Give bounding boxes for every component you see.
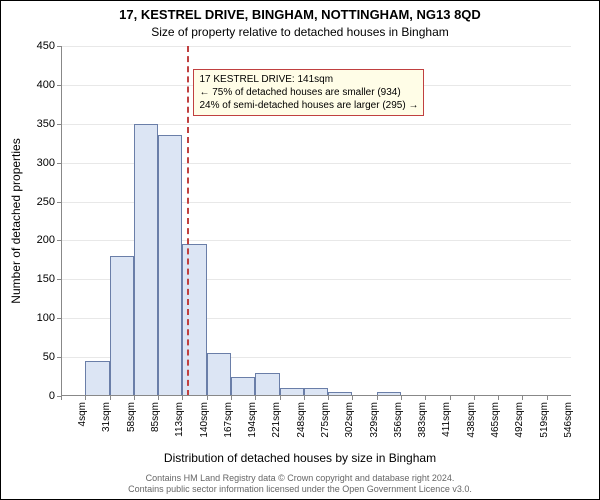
chart-container: 17, KESTREL DRIVE, BINGHAM, NOTTINGHAM, …	[0, 0, 600, 500]
y-tick-label: 450	[15, 40, 55, 52]
x-tick-label: 85sqm	[150, 402, 161, 432]
x-tick-label: 411sqm	[441, 402, 452, 437]
histogram-bar	[207, 353, 231, 396]
x-tick-mark	[280, 396, 281, 400]
x-tick-label: 248sqm	[296, 402, 307, 438]
x-tick-label: 329sqm	[369, 402, 380, 438]
histogram-bar	[134, 124, 158, 396]
x-tick-label: 302sqm	[344, 402, 355, 438]
annotation-box: 17 KESTREL DRIVE: 141sqm← 75% of detache…	[193, 69, 424, 116]
x-tick-label: 221sqm	[271, 402, 282, 438]
x-tick-mark	[352, 396, 353, 400]
y-tick-label: 250	[15, 196, 55, 208]
x-tick-mark	[522, 396, 523, 400]
annotation-line: 24% of semi-detached houses are larger (…	[199, 99, 418, 112]
x-tick-label: 519sqm	[539, 402, 550, 438]
x-tick-label: 4sqm	[77, 402, 88, 426]
x-axis-line	[61, 395, 571, 396]
histogram-bar	[158, 135, 182, 396]
y-axis-line	[61, 46, 62, 396]
x-tick-mark	[182, 396, 183, 400]
x-tick-mark	[231, 396, 232, 400]
x-tick-label: 438sqm	[466, 402, 477, 438]
histogram-bar	[231, 377, 255, 396]
y-tick-label: 200	[15, 234, 55, 246]
footer-line-1: Contains HM Land Registry data © Crown c…	[1, 473, 599, 484]
y-tick-label: 150	[15, 273, 55, 285]
x-tick-label: 383sqm	[417, 402, 428, 438]
x-tick-mark	[61, 396, 62, 400]
histogram-bar	[110, 256, 134, 396]
x-tick-label: 356sqm	[393, 402, 404, 438]
histogram-bar	[182, 244, 206, 396]
x-tick-mark	[207, 396, 208, 400]
plot-area: 0501001502002503003504004504sqm31sqm58sq…	[61, 46, 571, 396]
x-tick-label: 492sqm	[514, 402, 525, 438]
x-tick-label: 140sqm	[199, 402, 210, 438]
x-tick-mark	[304, 396, 305, 400]
x-tick-mark	[498, 396, 499, 400]
histogram-bar	[255, 373, 279, 396]
x-tick-label: 167sqm	[223, 402, 234, 438]
reference-line	[187, 46, 189, 396]
y-tick-label: 100	[15, 312, 55, 324]
x-tick-mark	[547, 396, 548, 400]
y-tick-label: 400	[15, 79, 55, 91]
attribution-footer: Contains HM Land Registry data © Crown c…	[1, 473, 599, 495]
y-tick-label: 350	[15, 118, 55, 130]
chart-title-sub: Size of property relative to detached ho…	[1, 25, 599, 39]
x-tick-mark	[425, 396, 426, 400]
x-axis-label: Distribution of detached houses by size …	[1, 451, 599, 465]
x-tick-label: 31sqm	[101, 402, 112, 432]
annotation-line: ← 75% of detached houses are smaller (93…	[199, 86, 418, 99]
footer-line-2: Contains public sector information licen…	[1, 484, 599, 495]
annotation-line: 17 KESTREL DRIVE: 141sqm	[199, 73, 418, 86]
x-tick-mark	[377, 396, 378, 400]
x-tick-mark	[255, 396, 256, 400]
x-tick-mark	[158, 396, 159, 400]
x-tick-label: 465sqm	[490, 402, 501, 438]
histogram-bar	[85, 361, 109, 396]
x-tick-label: 113sqm	[174, 402, 185, 437]
x-tick-mark	[134, 396, 135, 400]
x-tick-mark	[85, 396, 86, 400]
x-tick-label: 58sqm	[126, 402, 137, 432]
x-tick-label: 546sqm	[563, 402, 574, 438]
y-tick-label: 300	[15, 157, 55, 169]
x-tick-mark	[328, 396, 329, 400]
x-tick-mark	[401, 396, 402, 400]
x-tick-mark	[474, 396, 475, 400]
chart-title-main: 17, KESTREL DRIVE, BINGHAM, NOTTINGHAM, …	[1, 7, 599, 22]
y-tick-label: 50	[15, 351, 55, 363]
x-tick-mark	[450, 396, 451, 400]
x-tick-label: 194sqm	[247, 402, 258, 438]
x-tick-mark	[110, 396, 111, 400]
y-gridline	[61, 46, 571, 47]
x-tick-label: 275sqm	[320, 402, 331, 438]
y-tick-label: 0	[15, 390, 55, 402]
